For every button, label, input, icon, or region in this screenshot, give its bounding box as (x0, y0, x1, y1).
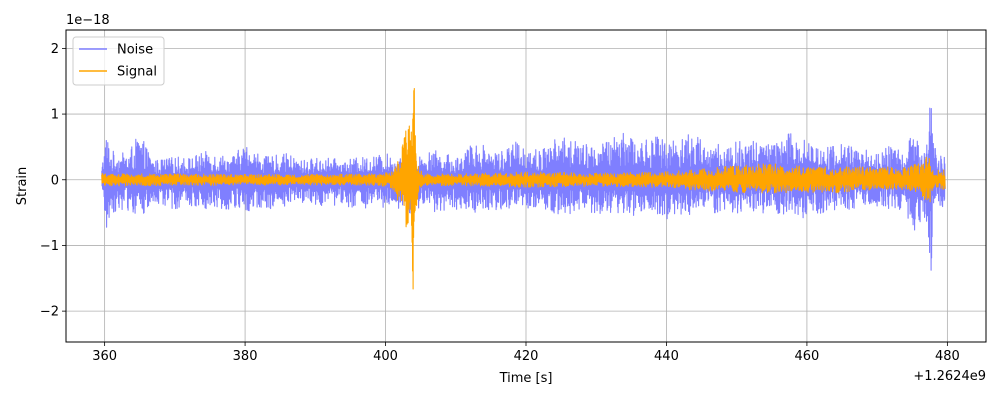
x-tick-label: 400 (373, 349, 398, 364)
y-scale-label: 1e−18 (66, 13, 110, 28)
x-axis-label: Time [s] (499, 371, 553, 386)
x-tick-label: 480 (935, 349, 960, 364)
legend: Noise Signal (72, 36, 165, 86)
y-axis-label: Strain (15, 167, 30, 206)
y-tick-label: −1 (40, 239, 59, 254)
x-tick-label: 420 (514, 349, 539, 364)
legend-label-noise: Noise (117, 43, 153, 58)
x-offset-label: +1.2624e9 (913, 369, 986, 384)
legend-label-signal: Signal (117, 65, 157, 80)
y-tick-label: 0 (51, 173, 59, 188)
y-tick-label: 1 (51, 108, 59, 123)
ticks: 360 380 400 420 440 460 480 −2 −1 0 1 2 (40, 42, 960, 364)
x-tick-label: 360 (92, 349, 117, 364)
series-layer (101, 88, 946, 290)
y-tick-label: −2 (40, 305, 59, 320)
series-signal-line (101, 88, 946, 290)
x-tick-label: 380 (233, 349, 258, 364)
x-tick-label: 460 (795, 349, 820, 364)
y-tick-label: 2 (51, 42, 59, 57)
x-tick-label: 440 (654, 349, 679, 364)
